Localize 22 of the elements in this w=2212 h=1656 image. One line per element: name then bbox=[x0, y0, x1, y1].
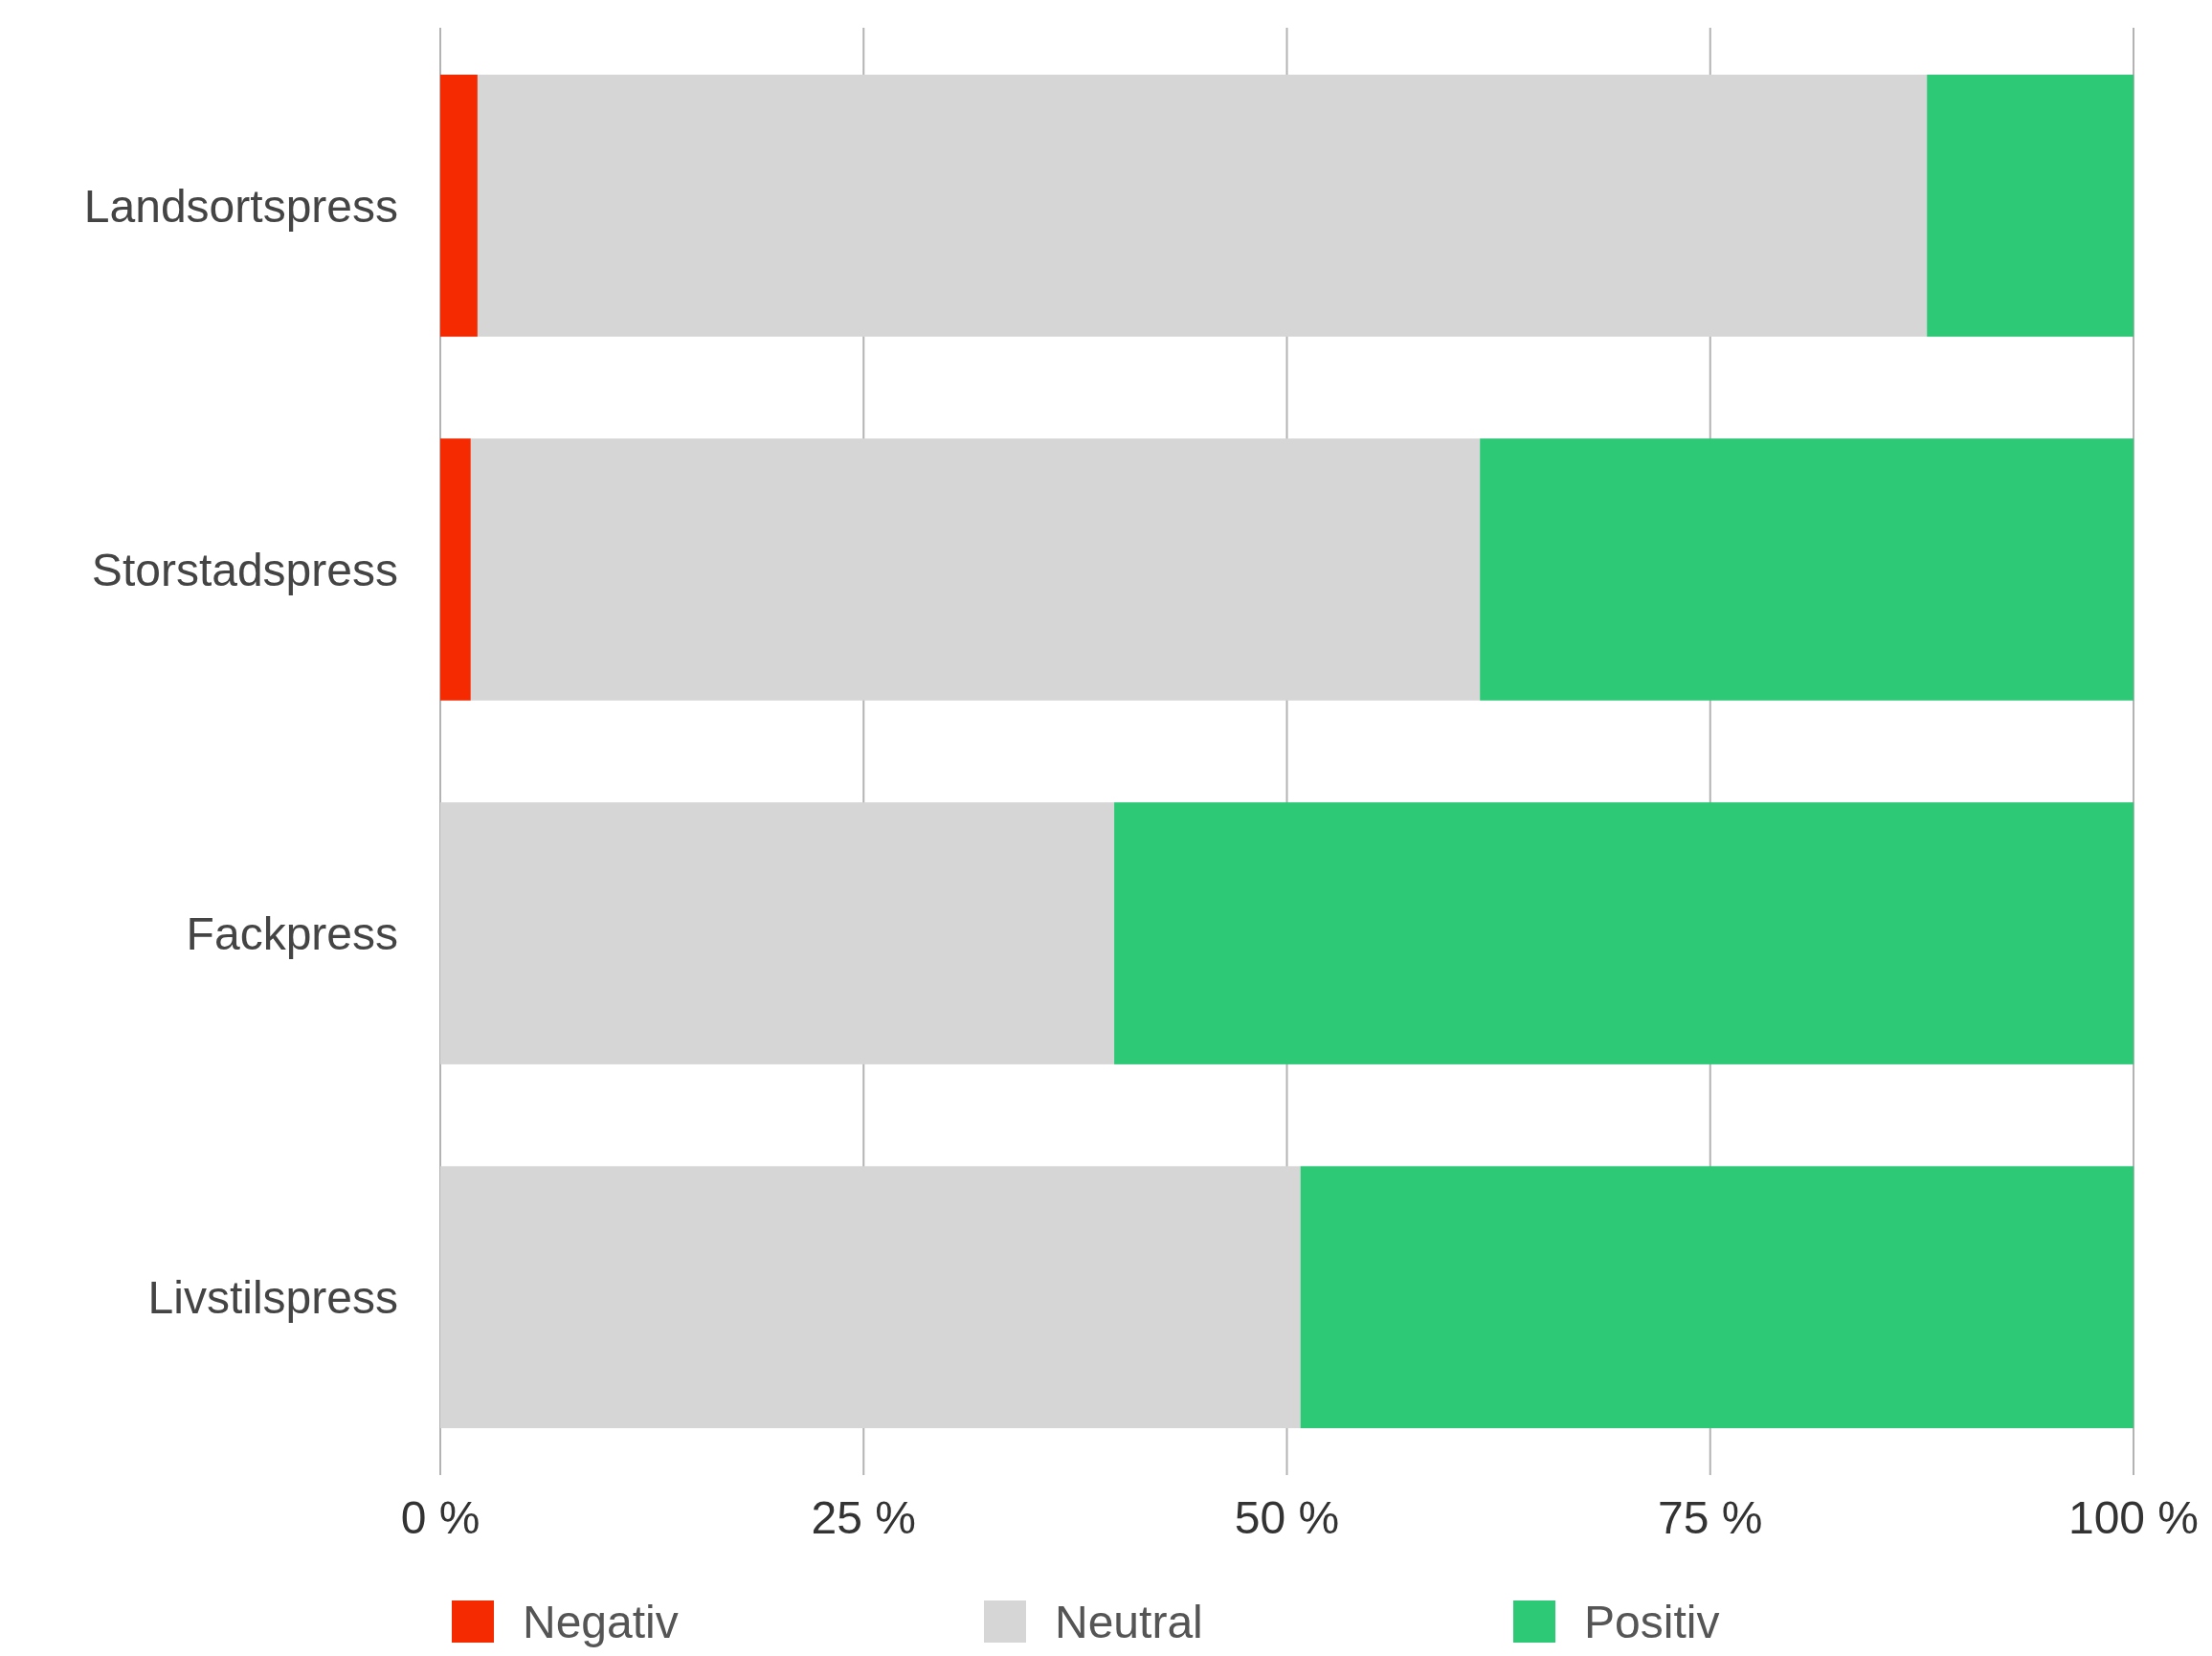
bar bbox=[1114, 802, 2134, 1064]
bar bbox=[440, 802, 1115, 1064]
y-tick-label: Landsortspress bbox=[83, 180, 398, 232]
bar bbox=[440, 1166, 1301, 1428]
legend-label: Neutral bbox=[1055, 1596, 1203, 1647]
bar bbox=[470, 438, 1481, 701]
bar bbox=[1300, 1166, 2134, 1428]
x-tick-label: 0 % bbox=[400, 1492, 480, 1543]
x-tick-label: 25 % bbox=[811, 1492, 916, 1543]
y-tick-label: Storstadspress bbox=[91, 544, 398, 595]
x-tick-label: 75 % bbox=[1658, 1492, 1763, 1543]
legend-label: Positiv bbox=[1584, 1596, 1720, 1647]
bar bbox=[440, 75, 478, 337]
x-tick-label: 50 % bbox=[1234, 1492, 1340, 1543]
bar bbox=[440, 438, 471, 701]
y-tick-label: Fackpress bbox=[186, 907, 398, 959]
y-tick-label: Livstilspress bbox=[147, 1271, 398, 1323]
legend-label: Negativ bbox=[523, 1596, 679, 1647]
bar bbox=[1927, 75, 2134, 337]
bar bbox=[1480, 438, 2134, 701]
bar bbox=[477, 75, 1928, 337]
x-tick-label: 100 % bbox=[2067, 1492, 2200, 1543]
